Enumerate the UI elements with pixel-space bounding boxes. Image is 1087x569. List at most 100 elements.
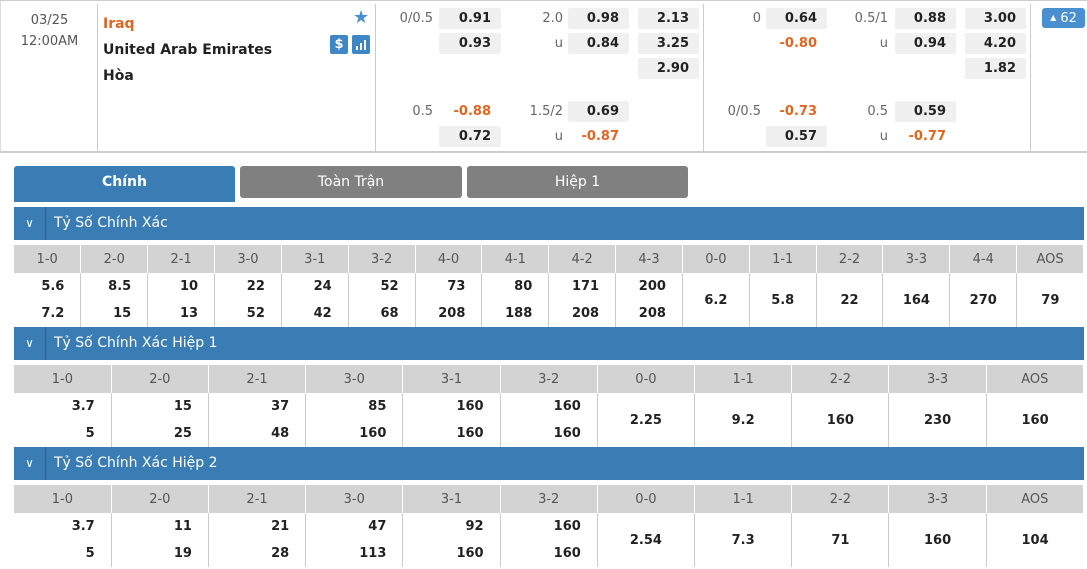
draw-odds[interactable]: 160	[791, 393, 890, 447]
draw-odds[interactable]: 104	[1021, 532, 1049, 548]
odds-value[interactable]: 0.94	[895, 33, 956, 54]
home-odds[interactable]: 10	[147, 273, 216, 300]
home-odds[interactable]: 160	[402, 393, 501, 420]
section-header[interactable]: ∨ Tỷ Số Chính Xác	[14, 207, 1084, 240]
star-icon[interactable]: ★	[353, 7, 370, 28]
odds-value[interactable]: -0.88	[453, 104, 491, 119]
away-odds[interactable]: 5	[14, 540, 112, 567]
away-odds[interactable]: 48	[208, 420, 307, 447]
dollar-icon[interactable]: $	[330, 35, 348, 54]
away-odds[interactable]: 42	[281, 300, 349, 327]
away-odds[interactable]: 68	[348, 300, 416, 327]
odds-value[interactable]: 0.88	[895, 8, 956, 29]
odds-value[interactable]: 0.69	[568, 101, 629, 122]
draw-odds[interactable]: 79	[1041, 292, 1060, 308]
away-team[interactable]: United Arab Emirates	[103, 42, 273, 58]
odds-value[interactable]: 0.91	[439, 8, 501, 29]
away-odds[interactable]: 160	[305, 420, 404, 447]
home-odds[interactable]: 160	[500, 393, 598, 420]
odds-line: u	[879, 36, 888, 51]
tab-chinh[interactable]: Chính	[14, 166, 235, 202]
chevron-down-icon[interactable]: ∨	[14, 207, 46, 240]
home-odds[interactable]: 200	[615, 273, 683, 300]
draw-odds[interactable]: 71	[791, 513, 890, 567]
away-odds[interactable]: 19	[111, 540, 209, 567]
home-odds[interactable]: 85	[305, 393, 404, 420]
away-odds[interactable]: 7.2	[14, 300, 82, 327]
away-odds[interactable]: 188	[481, 300, 550, 327]
home-odds[interactable]: 92	[402, 513, 501, 540]
draw-odds[interactable]: 9.2	[694, 393, 793, 447]
away-odds[interactable]: 13	[147, 300, 216, 327]
home-odds[interactable]: 37	[208, 393, 307, 420]
home-odds[interactable]: 47	[305, 513, 404, 540]
away-odds[interactable]: 5	[14, 420, 112, 447]
odds-value[interactable]: 0.57	[766, 126, 827, 147]
draw-odds[interactable]: 164	[882, 273, 951, 327]
away-odds[interactable]: 52	[214, 300, 282, 327]
home-odds[interactable]: 24	[281, 273, 349, 300]
draw-odds[interactable]: 160	[1021, 412, 1049, 428]
score-header: AOS	[986, 485, 1085, 513]
home-odds[interactable]: 15	[111, 393, 209, 420]
odds-value[interactable]: 4.20	[965, 33, 1026, 54]
odds-value[interactable]: -0.77	[908, 129, 946, 144]
home-odds[interactable]: 22	[214, 273, 282, 300]
odds-value[interactable]: 0.64	[766, 8, 827, 29]
chevron-down-icon[interactable]: ∨	[14, 327, 46, 360]
home-odds[interactable]: 171	[548, 273, 617, 300]
away-odds[interactable]: 208	[415, 300, 483, 327]
odds-value[interactable]: 1.82	[965, 58, 1026, 79]
away-odds[interactable]: 160	[402, 540, 501, 567]
away-odds[interactable]: 28	[208, 540, 307, 567]
tab-toan-tran[interactable]: Toàn Trận	[240, 166, 462, 198]
home-odds[interactable]: 21	[208, 513, 307, 540]
home-odds[interactable]: 52	[348, 273, 416, 300]
section-header[interactable]: ∨ Tỷ Số Chính Xác Hiệp 2	[14, 447, 1084, 480]
away-odds[interactable]: 208	[615, 300, 683, 327]
draw-odds[interactable]: 230	[888, 393, 987, 447]
odds-value[interactable]: 0.98	[568, 8, 629, 29]
odds-value[interactable]: -0.80	[779, 36, 817, 51]
odds-value[interactable]: 2.13	[638, 8, 699, 29]
away-odds[interactable]: 208	[548, 300, 617, 327]
draw-odds[interactable]: 6.2	[682, 273, 750, 327]
home-odds[interactable]: 3.7	[14, 513, 112, 540]
home-odds[interactable]: 160	[500, 513, 598, 540]
odds-value[interactable]: -0.73	[779, 104, 817, 119]
away-odds[interactable]: 160	[500, 420, 598, 447]
home-team[interactable]: Iraq	[103, 16, 135, 32]
tab-hiep-1[interactable]: Hiệp 1	[467, 166, 688, 198]
away-odds[interactable]: 113	[305, 540, 404, 567]
draw-odds[interactable]: 2.25	[597, 393, 696, 447]
home-odds[interactable]: 73	[415, 273, 483, 300]
draw-odds[interactable]: 7.3	[694, 513, 793, 567]
draw-odds[interactable]: 22	[816, 273, 884, 327]
away-odds[interactable]: 25	[111, 420, 209, 447]
away-odds[interactable]: 15	[80, 300, 149, 327]
odds-value[interactable]: -0.87	[581, 129, 619, 144]
section-header[interactable]: ∨ Tỷ Số Chính Xác Hiệp 1	[14, 327, 1084, 360]
draw-odds[interactable]: 5.8	[749, 273, 817, 327]
draw-odds[interactable]: 160	[888, 513, 987, 567]
odds-value[interactable]: 2.90	[638, 58, 699, 79]
odds-value[interactable]: 0.93	[439, 33, 501, 54]
odds-value[interactable]: 0.59	[895, 101, 956, 122]
stats-icon[interactable]	[352, 35, 370, 54]
odds-value[interactable]: 0.72	[439, 126, 501, 147]
table-row: 5 25 48 160 160 160	[14, 420, 1084, 447]
odds-value[interactable]: 0.84	[568, 33, 629, 54]
away-odds[interactable]: 160	[500, 540, 598, 567]
home-odds[interactable]: 8.5	[80, 273, 149, 300]
more-odds-button[interactable]: ▲ 62	[1042, 8, 1085, 28]
odds-value[interactable]: 3.00	[965, 8, 1026, 29]
away-odds[interactable]: 160	[402, 420, 501, 447]
home-odds[interactable]: 11	[111, 513, 209, 540]
home-odds[interactable]: 80	[481, 273, 550, 300]
chevron-down-icon[interactable]: ∨	[14, 447, 46, 480]
home-odds[interactable]: 5.6	[14, 273, 82, 300]
home-odds[interactable]: 3.7	[14, 393, 112, 420]
draw-odds[interactable]: 2.54	[597, 513, 696, 567]
odds-value[interactable]: 3.25	[638, 33, 699, 54]
draw-odds[interactable]: 270	[949, 273, 1018, 327]
